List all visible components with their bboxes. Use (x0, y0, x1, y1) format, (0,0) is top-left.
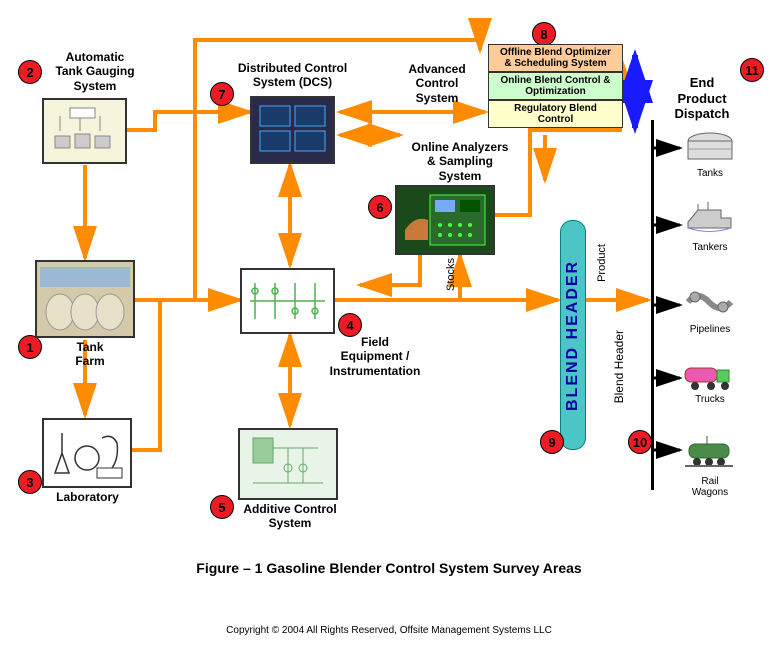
stocks-label: Stocks (445, 258, 457, 291)
field-label: FieldEquipment /Instrumentation (310, 335, 440, 378)
tankfarm-box (35, 260, 135, 338)
analyzer-box (395, 185, 495, 255)
badge-7: 7 (210, 82, 234, 106)
acs-offline: Offline Blend Optimizer& Scheduling Syst… (488, 44, 623, 72)
trucks-icon (683, 358, 733, 398)
product-label: Product (596, 244, 608, 282)
badge-4: 4 (338, 313, 362, 337)
badge-3: 3 (18, 470, 42, 494)
rail-icon (683, 428, 733, 474)
lab-label: Laboratory (45, 490, 130, 504)
blendheader-text: Blend Header (612, 330, 626, 403)
tankers-label: Tankers (680, 242, 740, 253)
pipelines-label: Pipelines (680, 324, 740, 335)
dispatch-title: EndProductDispatch (662, 75, 742, 122)
lab-box (42, 418, 132, 488)
badge-10: 10 (628, 430, 652, 454)
blend-header-bar: BLEND HEADER (560, 220, 586, 450)
badge-6: 6 (368, 195, 392, 219)
diagram-root: AutomaticTank GaugingSystem 2 1 TankFarm… (0, 0, 778, 669)
dcs-box (250, 96, 335, 164)
acs-regulatory: Regulatory BlendControl (488, 100, 623, 128)
additive-box (238, 428, 338, 500)
badge-9: 9 (540, 430, 564, 454)
atg-box (42, 98, 127, 164)
tanks-label: Tanks (680, 168, 740, 179)
atg-label: AutomaticTank GaugingSystem (35, 50, 155, 93)
dispatch-line (651, 120, 654, 490)
field-box (240, 268, 335, 334)
tankfarm-label: TankFarm (55, 340, 125, 369)
badge-8: 8 (532, 22, 556, 46)
rail-label: RailWagons (680, 476, 740, 498)
dcs-label: Distributed ControlSystem (DCS) (210, 61, 375, 90)
trucks-label: Trucks (680, 394, 740, 405)
pipelines-icon (683, 282, 733, 322)
badge-1: 1 (18, 335, 42, 359)
badge-11: 11 (740, 58, 764, 82)
badge-2: 2 (18, 60, 42, 84)
analyzer-label: Online Analyzers& SamplingSystem (395, 140, 525, 183)
copyright-text: Copyright © 2004 All Rights Reserved, Of… (0, 625, 778, 636)
acs-online: Online Blend Control &Optimization (488, 72, 623, 100)
acs-label: AdvancedControlSystem (392, 62, 482, 105)
tankers-icon (683, 200, 733, 240)
tanks-icon (685, 128, 735, 168)
additive-label: Additive ControlSystem (230, 502, 350, 531)
figure-caption: Figure – 1 Gasoline Blender Control Syst… (0, 560, 778, 576)
